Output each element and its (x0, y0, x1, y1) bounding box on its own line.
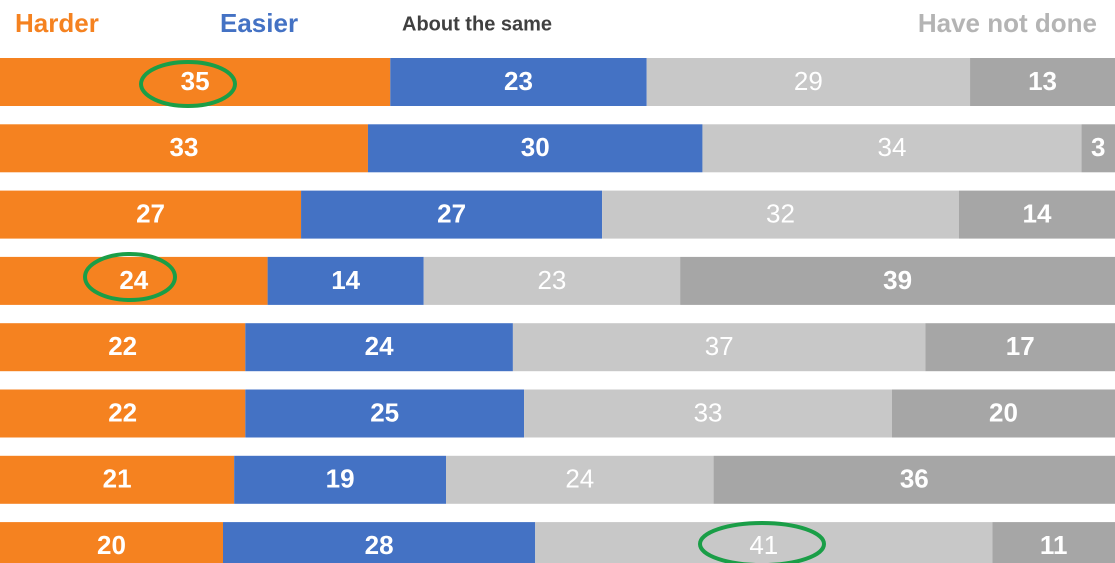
bar-segment (0, 522, 223, 563)
data-label: 14 (331, 265, 360, 295)
bar-segment (512, 323, 926, 372)
bar-segment (970, 58, 1115, 106)
highlight-ellipse (139, 60, 237, 108)
bar-segment (958, 190, 1115, 239)
bar-segment (0, 58, 391, 106)
data-label: 33 (170, 132, 199, 162)
data-label: 39 (883, 265, 912, 295)
data-label: 37 (705, 331, 734, 361)
data-label: 3 (1091, 132, 1105, 162)
data-label: 20 (97, 530, 126, 560)
bar-segment (0, 323, 246, 372)
bar-segment (423, 256, 681, 305)
data-label: 21 (103, 464, 132, 494)
legend-label: About the same (402, 13, 552, 35)
bar-segment (0, 455, 235, 504)
bar-segment (702, 124, 1082, 173)
bar-segment (1081, 124, 1115, 173)
labels: 35 23 29 13 33 30 34 3 27 27 32 14 24 14 23 39 22 24 37 17 2… (97, 66, 1105, 560)
highlight-ellipse (83, 252, 177, 302)
bar-segment (301, 190, 603, 239)
bar-segment (713, 455, 1115, 504)
bar-segment (234, 455, 446, 504)
highlights (83, 60, 826, 563)
bar-segment (0, 124, 368, 173)
data-label: 24 (119, 265, 148, 295)
legend-label: Have not done (918, 8, 1097, 38)
highlight-ellipse (698, 521, 826, 563)
bar-segment (245, 323, 513, 372)
bar-segment (367, 124, 703, 173)
data-label: 34 (878, 132, 907, 162)
bar-segment (0, 256, 268, 305)
data-label: 13 (1028, 66, 1057, 96)
data-label: 41 (749, 530, 778, 560)
data-label: 22 (108, 397, 137, 427)
bar-segment (446, 455, 714, 504)
data-label: 29 (794, 66, 823, 96)
bars (0, 58, 1115, 563)
bar-segment (524, 389, 892, 438)
data-label: 27 (437, 198, 466, 228)
bar-segment (0, 389, 246, 438)
bar-segment (992, 522, 1115, 563)
data-label: 25 (370, 397, 399, 427)
data-label: 24 (565, 464, 594, 494)
data-label: 33 (694, 397, 723, 427)
data-label: 30 (521, 132, 550, 162)
bar-segment (892, 389, 1115, 438)
data-label: 28 (365, 530, 394, 560)
data-label: 32 (766, 198, 795, 228)
data-label: 11 (1040, 530, 1068, 560)
bar-segment (223, 522, 536, 563)
data-label: 23 (504, 66, 533, 96)
bar-segment (535, 522, 993, 563)
bar-segment (390, 58, 647, 106)
legend-label: Harder (15, 8, 99, 38)
bar-segment (680, 256, 1115, 305)
data-label: 19 (326, 464, 355, 494)
legend-label: Easier (220, 8, 298, 38)
data-label: 22 (108, 331, 137, 361)
bar-segment (0, 190, 302, 239)
bar-segment (925, 323, 1115, 372)
data-label: 20 (989, 397, 1018, 427)
bar-segment (602, 190, 959, 239)
data-label: 36 (900, 464, 929, 494)
bar-segment (267, 256, 424, 305)
data-label: 27 (136, 198, 165, 228)
data-label: 17 (1006, 331, 1035, 361)
data-label: 24 (365, 331, 394, 361)
data-label: 35 (181, 66, 210, 96)
bar-segment (646, 58, 971, 106)
data-label: 14 (1022, 198, 1051, 228)
data-label: 23 (537, 265, 566, 295)
bar-segment (245, 389, 525, 438)
